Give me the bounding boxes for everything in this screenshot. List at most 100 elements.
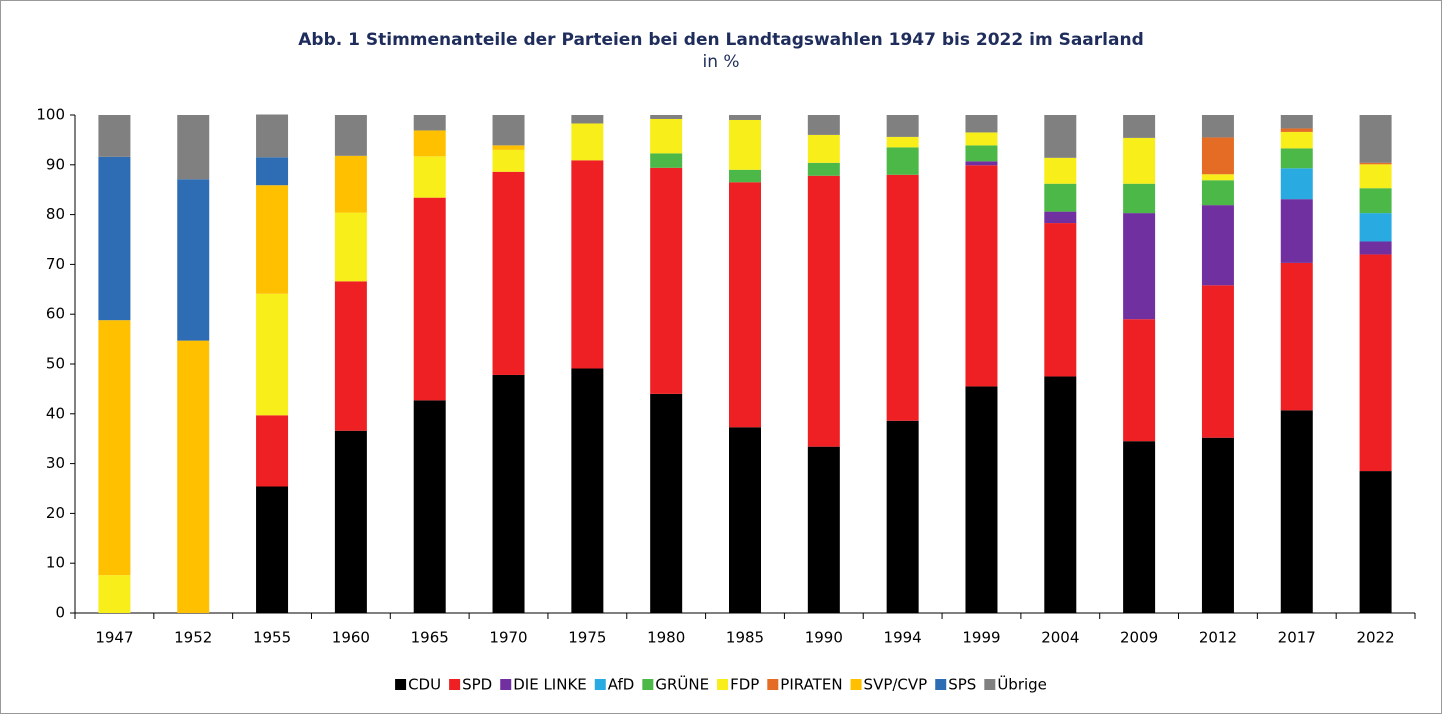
bar-segment [1123,441,1156,613]
y-tick-label: 30 [46,454,65,472]
bar-segment [1359,213,1392,242]
y-tick-label: 0 [55,604,65,622]
bar-segment [1201,180,1234,206]
x-tick-label: 1980 [647,629,685,647]
x-tick-label: 1999 [962,629,1000,647]
legend-swatch [500,679,512,690]
bar-segment [1280,410,1313,613]
y-tick-label: 70 [46,255,65,273]
y-tick-label: 50 [46,355,65,373]
bar-segment [886,136,919,148]
bar-segment [571,115,604,124]
bar-segment [965,115,998,133]
bar-segment [1280,128,1313,132]
bar-segment [492,374,525,613]
bar-segment [1359,164,1392,189]
x-tick-label: 2012 [1199,629,1237,647]
x-tick-label: 1947 [95,629,133,647]
bar-segment [1123,183,1156,214]
bar-segment [1201,285,1234,438]
bar-segment [886,147,919,175]
x-tick-label: 1952 [174,629,212,647]
bar-segment [334,115,367,156]
chart-subtitle: in % [702,52,739,72]
bar-segment [492,149,525,172]
y-tick-label: 10 [46,554,65,572]
x-tick-label: 2022 [1356,629,1394,647]
bar-segment [1359,254,1392,472]
legend-swatch [449,679,461,690]
bar-segment [256,185,289,294]
legend-swatch [642,679,654,690]
bar-segment [413,197,446,401]
legend-label: GRÜNE [655,675,709,694]
bar-segment [571,123,604,161]
bar-segment [256,293,289,416]
bar-segment [1359,188,1392,214]
bar-segment [98,156,131,321]
bar-segment [1201,115,1234,138]
bar-segment [729,182,761,428]
bar-segment [650,118,683,154]
bar-segment [571,160,604,369]
legend-swatch [984,679,996,690]
bar-segment [492,115,525,146]
bar-segment [334,281,367,431]
legend-swatch [850,679,862,690]
x-tick-label: 1985 [726,629,764,647]
bar-segment [492,171,525,375]
bar-segment [1044,376,1077,613]
bar-segment [886,420,919,613]
bar-segment [729,115,761,120]
bar-segment [1044,115,1077,158]
bar-segment [1123,319,1156,442]
bar-segment [1280,148,1313,169]
x-tick-label: 1960 [332,629,370,647]
x-tick-label: 1970 [489,629,527,647]
legend-label: DIE LINKE [513,676,587,694]
bar-segment [98,575,131,613]
bar-segment [1044,223,1077,377]
legend-swatch [717,679,729,690]
bar-segment [98,320,131,576]
bar-segment [1280,168,1313,200]
bar-segment [729,427,761,613]
legend: CDU SPD DIE LINKE AfD GRÜNE FDP PIRATEN SVP/CVP… [395,675,1047,694]
bar-segment [1201,205,1234,286]
bar-segment [965,165,998,387]
bar-segment [1359,115,1392,163]
bar-segment [650,393,683,613]
legend-label: SVP/CVP [864,676,928,694]
bar-segment [1359,162,1392,165]
bar-segment [413,130,446,157]
bar-segment [965,132,998,146]
y-tick-label: 80 [46,205,65,223]
bar-segment [1123,115,1156,138]
bar-segment [1280,131,1313,149]
bar-segment [1044,183,1077,212]
bar-segment [886,174,919,421]
x-tick-label: 2017 [1278,629,1316,647]
bar-segment [1201,174,1234,181]
bar-segment [177,340,210,613]
bar-segment [807,175,840,447]
bar-segment [256,415,289,487]
bar-segment [413,156,446,198]
bar-segment [256,114,289,158]
y-tick-label: 100 [36,106,65,124]
x-tick-label: 1994 [884,629,922,647]
y-tick-label: 90 [46,155,65,173]
legend-swatch [395,679,407,690]
bar-segment [413,400,446,613]
bar-segment [177,179,210,341]
y-tick-label: 60 [46,305,65,323]
bar-segment [886,115,919,137]
bar-segment [1044,211,1077,224]
bar-segment [98,115,131,157]
bar-segment [256,486,289,613]
legend-swatch [594,679,606,690]
bar-segment [1280,262,1313,411]
bar-segment [965,161,998,166]
x-tick-label: 1990 [805,629,843,647]
